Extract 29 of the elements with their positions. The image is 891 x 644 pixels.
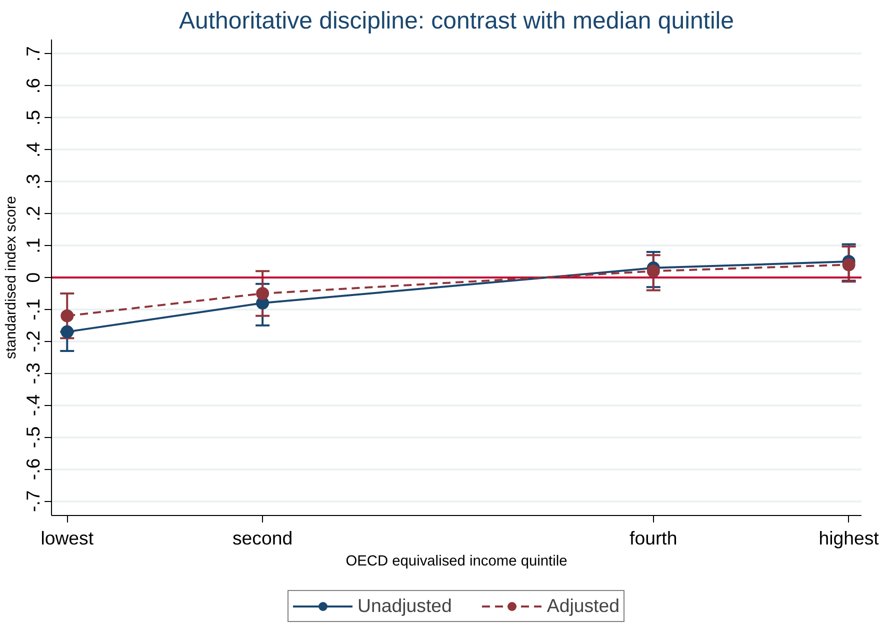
y-tick-label: .4 [22,142,44,158]
y-tick-label: .2 [22,206,44,222]
y-tick-label: .7 [22,46,44,62]
chart-title: Authoritative discipline: contrast with median quintile [179,8,734,34]
y-tick-label: -.6 [22,458,44,480]
point [842,258,856,272]
x-tick-label: fourth [630,528,678,548]
y-tick-label: .3 [22,174,44,190]
y-tick-label: -.3 [22,362,44,384]
point [60,325,74,338]
y-tick-label: -.2 [22,330,44,352]
point [646,264,660,278]
y-tick-label: -.1 [22,298,44,320]
point [256,286,270,300]
y-tick-label: 0 [22,272,44,283]
x-tick-label: lowest [40,528,94,548]
x-tick-label: highest [818,528,880,548]
x-tick-label: second [232,528,293,548]
y-axis-title: standardised index score [4,196,20,359]
y-tick-label: .1 [22,238,44,254]
y-tick-label: -.5 [22,426,44,448]
y-tick-label: -.7 [22,490,44,512]
y-tick-label: .5 [22,110,44,126]
legend-label: Unadjusted [358,595,452,617]
y-tick-label: .6 [22,78,44,94]
legend-label: Adjusted [546,595,620,617]
y-tick-label: -.4 [22,394,44,416]
x-axis-title: OECD equivalised income quintile [346,554,568,570]
point [60,309,74,322]
